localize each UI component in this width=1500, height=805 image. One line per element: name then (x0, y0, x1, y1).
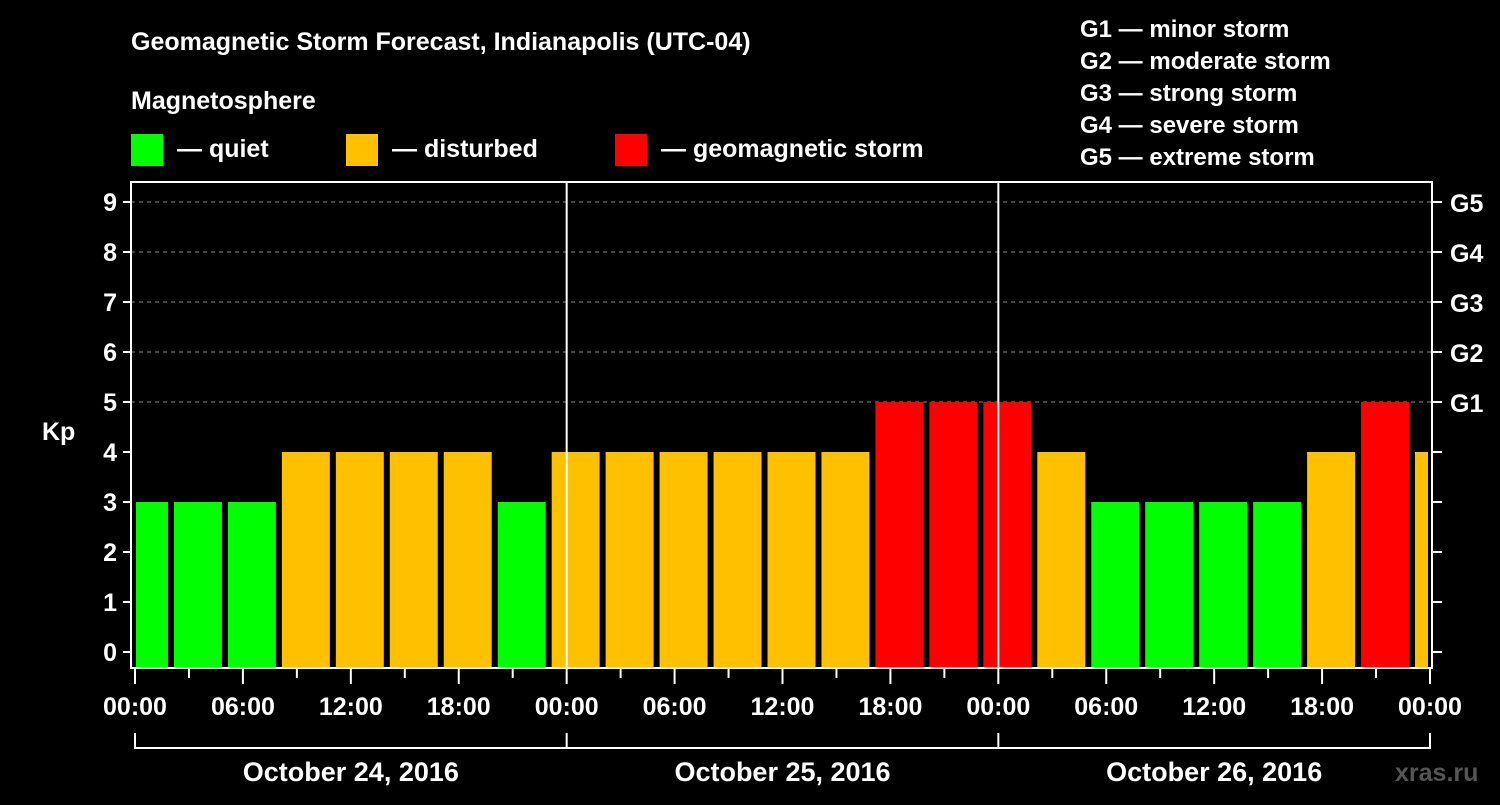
y-tick-label: 5 (103, 389, 117, 417)
legend-label: — quiet (177, 135, 269, 163)
x-tick-label: 12:00 (1182, 693, 1246, 721)
scale-legend-item: G2 — moderate storm (1080, 48, 1331, 75)
day-bracket (134, 733, 1431, 749)
bar (281, 452, 330, 668)
bar (443, 452, 492, 668)
axes: 0 1 2 3 4 5 6 7 8 9 G1 G2 G3 G4 G5 00:00 06:00 12:00 18:00… (103, 181, 1483, 787)
bar (821, 452, 870, 668)
bar (1253, 502, 1302, 668)
x-tick-label: 00:00 (1398, 693, 1462, 721)
y-tick-label: 4 (103, 439, 117, 467)
legend-swatch (131, 134, 163, 166)
right-tick-label: G1 (1450, 390, 1483, 418)
bar (551, 452, 600, 668)
legend-label: — disturbed (392, 135, 538, 163)
bar (1037, 452, 1086, 668)
legend-title: Magnetosphere (131, 87, 316, 115)
storm-scale-legend: G1 — minor storm G2 — moderate storm G3 — … (1080, 16, 1331, 171)
scale-legend-item: G4 — severe storm (1080, 112, 1299, 139)
y-tick-label: 3 (103, 489, 117, 517)
chart-title: Geomagnetic Storm Forecast, Indianapolis… (131, 28, 751, 56)
bar (1199, 502, 1248, 668)
scale-legend-item: G3 — strong storm (1080, 80, 1297, 107)
bar (497, 502, 546, 668)
bar (713, 452, 762, 668)
x-tick-label: 12:00 (319, 693, 383, 721)
bar (983, 402, 1032, 668)
x-tick-label: 06:00 (643, 693, 707, 721)
bar (389, 452, 438, 668)
bar (767, 452, 816, 668)
x-tick-label: 06:00 (211, 693, 275, 721)
bar (659, 452, 708, 668)
x-tick-label: 00:00 (535, 693, 599, 721)
bar (1091, 502, 1140, 668)
bars (136, 402, 1428, 668)
scale-legend-item: G5 — extreme storm (1080, 144, 1315, 171)
y-axis-label: Kp (42, 418, 75, 446)
gridlines (131, 201, 1432, 403)
legend: — quiet — disturbed — geomagnetic storm (131, 134, 924, 166)
y-tick-label: 8 (103, 239, 117, 267)
bar (875, 402, 924, 668)
y-tick-label: 6 (103, 339, 117, 367)
x-tick-label: 00:00 (966, 693, 1030, 721)
x-tick-label: 00:00 (103, 693, 167, 721)
x-tick-label: 18:00 (858, 693, 922, 721)
day-label: October 25, 2016 (674, 757, 890, 787)
day-label: October 26, 2016 (1106, 757, 1322, 787)
x-tick-label: 18:00 (427, 693, 491, 721)
x-tick-label: 06:00 (1074, 693, 1138, 721)
y-tick-label: 7 (103, 289, 117, 317)
right-tick-label: G2 (1450, 340, 1483, 368)
bar (1307, 452, 1356, 668)
bar (605, 452, 654, 668)
y-tick-label: 9 (103, 189, 117, 217)
watermark: xras.ru (1395, 759, 1478, 787)
bar (335, 452, 384, 668)
scale-legend-item: G1 — minor storm (1080, 16, 1289, 43)
bar (173, 502, 222, 668)
bar (929, 402, 978, 668)
bar (1361, 402, 1410, 668)
legend-label: — geomagnetic storm (661, 135, 924, 163)
right-tick-label: G4 (1450, 240, 1483, 268)
y-tick-label: 0 (103, 639, 117, 667)
y-tick-label: 2 (103, 539, 117, 567)
y-tick-label: 1 (103, 589, 117, 617)
x-tick-label: 18:00 (1290, 693, 1354, 721)
bar (1145, 502, 1194, 668)
bar (227, 502, 276, 668)
right-tick-label: G5 (1450, 190, 1483, 218)
bar (1415, 452, 1428, 668)
day-label: October 24, 2016 (243, 757, 459, 787)
x-tick-label: 12:00 (751, 693, 815, 721)
bar (136, 502, 168, 668)
legend-swatch (615, 134, 647, 166)
right-tick-label: G3 (1450, 290, 1483, 318)
legend-swatch (346, 134, 378, 166)
